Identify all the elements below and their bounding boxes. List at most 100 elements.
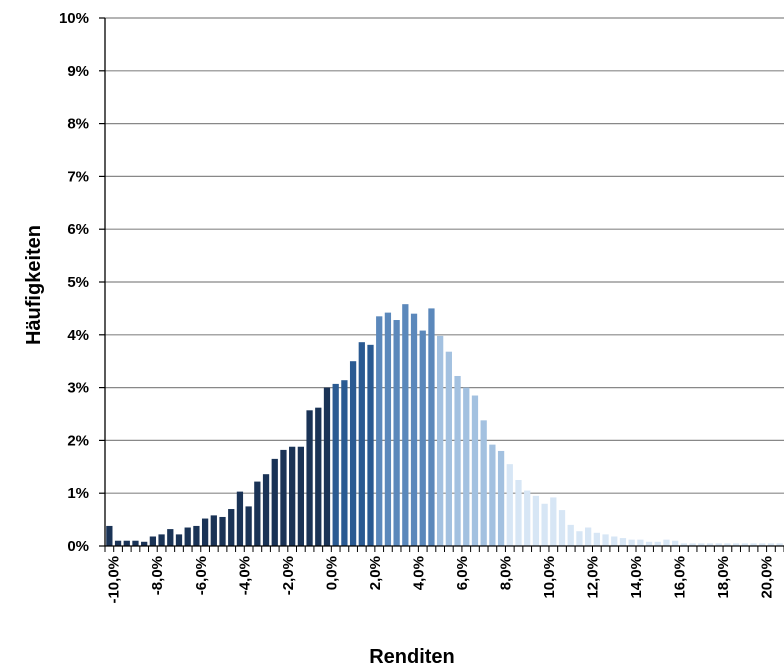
histogram-bar xyxy=(645,541,653,546)
histogram-bar xyxy=(245,506,252,546)
histogram-bar xyxy=(471,395,479,546)
y-tick-label: 2% xyxy=(67,432,89,449)
histogram-bar xyxy=(280,449,287,546)
histogram-bar xyxy=(193,525,200,546)
histogram-bar xyxy=(497,450,505,546)
x-tick-label: -2,0% xyxy=(280,556,297,595)
histogram-bar xyxy=(524,490,531,546)
x-tick-label: 18,0% xyxy=(715,556,732,599)
histogram-bar xyxy=(393,320,400,546)
x-tick-label: 4,0% xyxy=(410,556,427,590)
histogram-bar xyxy=(454,375,461,546)
histogram-bar xyxy=(654,541,661,546)
histogram-bar xyxy=(428,308,435,546)
x-tick-label: 2,0% xyxy=(367,556,384,590)
histogram-bar xyxy=(289,446,296,546)
histogram-bar xyxy=(750,543,757,546)
y-tick-label: 6% xyxy=(67,221,89,238)
x-tick-label: 6,0% xyxy=(454,556,471,590)
x-tick-label: 16,0% xyxy=(672,556,689,599)
y-tick-label: 5% xyxy=(67,274,89,291)
histogram-bar xyxy=(175,534,183,546)
y-tick-label: 7% xyxy=(67,168,89,185)
histogram-bar xyxy=(776,543,783,546)
x-tick-label: 14,0% xyxy=(628,556,645,599)
histogram-bar xyxy=(376,316,383,546)
histogram-bar xyxy=(593,532,600,546)
histogram-bar xyxy=(611,536,618,546)
histogram-bar xyxy=(149,536,157,546)
y-tick-label: 3% xyxy=(67,380,89,397)
histogram-bar xyxy=(698,543,705,546)
y-tick-label: 8% xyxy=(67,116,89,133)
histogram-bar xyxy=(419,330,426,546)
histogram-bar xyxy=(297,446,304,546)
y-tick-label: 1% xyxy=(67,485,89,502)
histogram-bar xyxy=(628,539,635,546)
histogram-bar xyxy=(410,313,418,546)
histogram-bar xyxy=(463,387,470,546)
histogram-bar xyxy=(689,543,696,546)
histogram-bar xyxy=(141,541,148,546)
histogram-bar xyxy=(367,344,374,546)
histogram-bar xyxy=(341,380,348,546)
histogram-bar xyxy=(532,495,540,546)
bars xyxy=(106,304,783,546)
histogram-bar xyxy=(663,539,670,546)
x-tick-label: 0,0% xyxy=(323,556,340,590)
histogram-bar xyxy=(158,534,165,546)
histogram-bar xyxy=(236,491,244,546)
axes xyxy=(99,17,784,552)
y-tick-label: 10% xyxy=(59,10,89,27)
x-axis-title: Renditen xyxy=(369,646,455,666)
x-tick-label: 12,0% xyxy=(584,556,601,599)
histogram-bar xyxy=(576,531,583,546)
histogram-bar xyxy=(480,420,487,546)
histogram-bar xyxy=(201,518,209,546)
histogram-bar xyxy=(672,540,679,546)
tick-labels: 0% 1% 2% 3% 4% 5% 6% 7% 8% 9% 10% -10,0% -8,0% -6,0% -… xyxy=(59,10,776,604)
histogram-bar xyxy=(550,497,557,546)
histogram-bar xyxy=(132,540,139,546)
histogram-bar xyxy=(602,534,609,546)
histogram-bar xyxy=(271,458,278,546)
x-tick-label: -10,0% xyxy=(106,556,123,604)
y-tick-label: 0% xyxy=(67,538,89,555)
histogram-bar xyxy=(332,383,339,546)
x-tick-label: 10,0% xyxy=(541,556,558,599)
histogram-bar xyxy=(402,304,409,546)
histogram-bar xyxy=(437,335,444,546)
y-tick-label: 9% xyxy=(67,63,89,80)
x-tick-label: 20,0% xyxy=(759,556,776,599)
histogram-bar xyxy=(759,543,766,546)
histogram-bar xyxy=(349,361,357,546)
y-tick-label: 4% xyxy=(67,327,89,344)
x-tick-label: -4,0% xyxy=(236,556,253,595)
histogram-bar xyxy=(384,312,392,546)
histogram-bar xyxy=(315,407,322,546)
histogram-bar xyxy=(306,410,313,546)
histogram-bar xyxy=(358,342,365,546)
histogram-bar xyxy=(210,515,217,546)
histogram-bar xyxy=(567,524,574,546)
histogram-bar xyxy=(323,387,331,546)
histogram-bar xyxy=(254,481,261,546)
histogram-bar xyxy=(637,539,644,546)
histogram-bar xyxy=(715,543,722,546)
histogram-bar xyxy=(506,464,513,546)
histogram-bar xyxy=(184,527,191,546)
histogram-bar xyxy=(619,538,627,546)
histogram-bar xyxy=(732,543,740,546)
histogram-bar xyxy=(228,509,235,546)
histogram-bar xyxy=(167,529,174,546)
gridlines xyxy=(105,17,784,494)
histogram-bar xyxy=(558,510,566,546)
histogram-bar xyxy=(706,543,714,546)
histogram-bar xyxy=(114,540,122,546)
histogram-bar xyxy=(123,540,130,546)
x-tick-label: -8,0% xyxy=(149,556,166,595)
histogram-bar xyxy=(585,527,592,546)
histogram-bar xyxy=(445,351,452,546)
histogram-bar xyxy=(515,480,522,546)
